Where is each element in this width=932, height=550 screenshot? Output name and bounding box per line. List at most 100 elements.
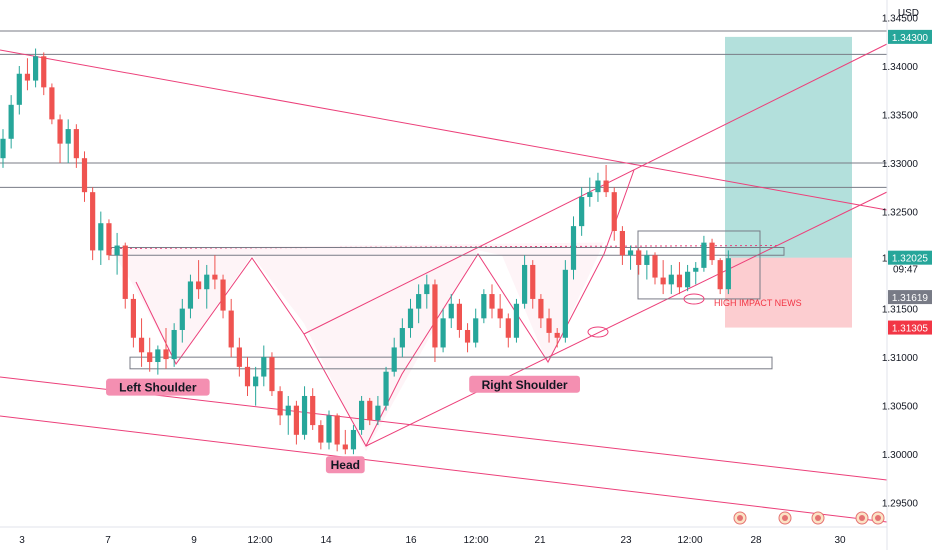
- candle-body: [24, 73, 31, 81]
- candle-body: [652, 255, 658, 278]
- candle-body: [668, 274, 674, 285]
- candle-body: [81, 158, 88, 193]
- candle-47: [383, 366, 389, 411]
- candle-6: [49, 83, 55, 125]
- candle-body: [464, 329, 471, 343]
- candle-body: [627, 250, 634, 256]
- event-flag-dot: [875, 515, 881, 521]
- candle-36: [293, 400, 299, 445]
- candle-body: [660, 277, 666, 285]
- candle-body: [676, 274, 683, 288]
- annotation-label: Left Shoulder: [119, 381, 197, 395]
- candle-89: [725, 250, 731, 295]
- candle-body: [130, 298, 136, 338]
- candle-84: [685, 264, 691, 292]
- candle-43: [350, 425, 357, 455]
- price-tick-label: 1.32500: [882, 208, 919, 219]
- candle-body: [562, 269, 568, 338]
- candle-64: [522, 255, 528, 309]
- candle-body: [554, 332, 560, 338]
- candle-75: [611, 187, 617, 241]
- candle-77: [627, 245, 634, 270]
- candle-body: [261, 357, 267, 377]
- stop-zone: [725, 257, 852, 328]
- candle-61: [497, 294, 503, 329]
- candle-22: [179, 298, 185, 343]
- candle-body: [301, 395, 308, 435]
- candles-layer: [0, 48, 731, 455]
- event-flag-icon: [778, 511, 792, 525]
- candle-10: [81, 151, 88, 202]
- candle-29: [236, 337, 242, 377]
- candle-50: [407, 298, 414, 338]
- annotation-box: [325, 456, 365, 474]
- candle-31: [253, 366, 259, 406]
- candle-20: [163, 328, 169, 369]
- price-tick-label: 1.30000: [882, 450, 919, 461]
- candle-3: [24, 58, 31, 91]
- price-tag-2: 1.31619: [888, 290, 932, 305]
- candle-62: [505, 313, 511, 348]
- price-tick-label: 1.34000: [882, 62, 919, 73]
- time-tick-label: 12:00: [677, 535, 702, 546]
- countdown-label: 09:47: [893, 265, 918, 276]
- candle-body: [570, 226, 577, 270]
- annotation-head: Head: [325, 456, 365, 474]
- candle-25: [204, 264, 210, 309]
- trendline-4: [365, 191, 888, 447]
- currency-label: USD: [898, 8, 919, 19]
- candle-69: [562, 260, 568, 343]
- candle-21: [171, 323, 177, 367]
- event-flag-dot: [782, 515, 788, 521]
- candle-body: [522, 264, 528, 304]
- time-tick-label: 9: [191, 535, 197, 546]
- candle-body: [334, 415, 340, 445]
- candle-body: [0, 138, 6, 159]
- price-axis[interactable]: 1.34500 1.34000 1.33500 1.33000 1.32500 1.320…: [882, 13, 932, 510]
- time-tick-label: 14: [320, 535, 332, 546]
- candle-body: [228, 310, 234, 348]
- time-tick-label: 30: [834, 535, 846, 546]
- candle-body: [277, 391, 283, 416]
- candle-body: [65, 129, 71, 144]
- trendline-0: [0, 49, 888, 211]
- candle-40: [326, 410, 332, 450]
- candle-body: [579, 197, 585, 227]
- event-flag-icon: [733, 511, 747, 525]
- candle-body: [138, 337, 145, 353]
- candle-45: [367, 397, 373, 426]
- news-circle: [683, 293, 705, 305]
- candle-49: [399, 318, 405, 358]
- candle-37: [301, 386, 308, 440]
- annotation-label: Head: [331, 458, 360, 472]
- candle-body: [636, 250, 642, 265]
- candle-68: [554, 328, 560, 348]
- candle-body: [367, 400, 373, 421]
- candle-16: [130, 294, 136, 348]
- candle-85: [693, 262, 699, 285]
- profit-zone: [725, 36, 852, 258]
- candle-body: [253, 376, 259, 387]
- candle-body: [171, 329, 177, 360]
- time-axis[interactable]: 3 7 9 12:00 14 16 12:00 21 23 12:00 28 30: [19, 535, 846, 546]
- candle-body: [359, 400, 365, 430]
- candle-body: [212, 274, 218, 280]
- candle-79: [644, 250, 650, 280]
- candle-body: [481, 294, 487, 319]
- candle-body: [440, 318, 446, 348]
- annotation-label: Right Shoulder: [482, 378, 568, 392]
- candle-body: [391, 347, 397, 372]
- candle-33: [269, 352, 275, 396]
- candle-14: [114, 232, 120, 275]
- candle-80: [652, 252, 658, 285]
- candle-71: [579, 187, 585, 236]
- candle-body: [57, 119, 63, 144]
- candle-60: [489, 284, 495, 319]
- annotation-left-shoulder: Left Shoulder: [106, 378, 210, 396]
- candle-44: [359, 395, 365, 435]
- candle-body: [701, 242, 707, 268]
- candle-body: [473, 318, 479, 343]
- candle-body: [269, 357, 275, 392]
- candle-34: [277, 386, 283, 426]
